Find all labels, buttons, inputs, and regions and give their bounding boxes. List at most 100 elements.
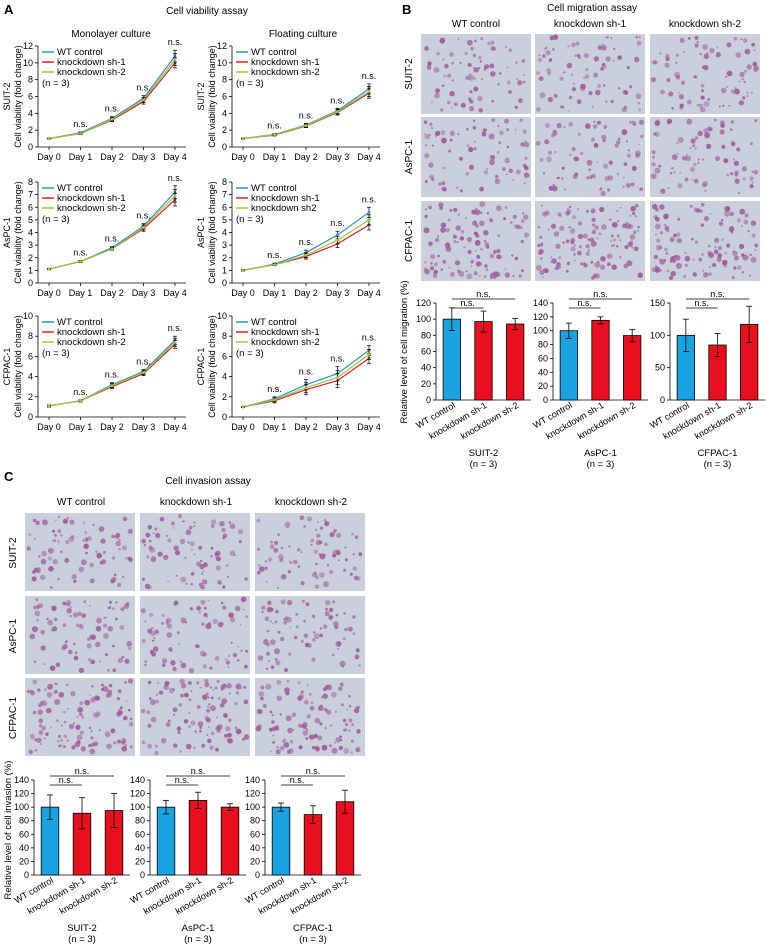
cell-dot [334, 549, 338, 553]
cell-dot [746, 91, 749, 94]
cell-dot [447, 73, 452, 78]
cell-dot [524, 140, 527, 143]
cell-dot [729, 128, 733, 131]
cell-dot [735, 52, 742, 58]
cell-dot [272, 726, 276, 731]
cell-dot [270, 665, 275, 669]
cell-dot [700, 83, 705, 88]
x-tick-label: Day 3 [326, 422, 350, 432]
cell-dot [716, 257, 722, 262]
cell-dot [147, 743, 153, 749]
cell-dot [522, 80, 526, 84]
cell-dot [205, 623, 212, 630]
a-cfpac1-float-row-label: CFPAC-1 [196, 348, 206, 386]
cell-dot [193, 746, 196, 749]
cell-dot [751, 42, 755, 47]
cell-dot [570, 246, 576, 252]
cell-dot [592, 124, 598, 129]
x-tick-label: Day 3 [326, 288, 350, 298]
cell-dot [521, 219, 525, 223]
cell-dot [102, 623, 107, 628]
cell-dot [522, 74, 525, 76]
y-tick-label: 12 [23, 41, 33, 51]
cell-dot [47, 683, 54, 690]
cell-dot [287, 727, 293, 734]
cell-dot [287, 570, 291, 574]
migration-micrograph-r2-c1 [535, 201, 645, 281]
cell-dot [140, 708, 146, 714]
cell-dot [83, 600, 87, 604]
cell-dot [166, 623, 172, 629]
cell-dot [112, 607, 115, 610]
cell-dot [203, 606, 207, 610]
cell-dot [562, 71, 565, 74]
cell-dot [602, 163, 609, 169]
cell-dot [312, 572, 318, 578]
cell-dot [190, 690, 193, 692]
cell-dot [46, 617, 49, 621]
cell-dot [145, 532, 151, 538]
cell-dot [523, 214, 529, 220]
y-tick-label: 120 [416, 298, 431, 308]
cell-dot [298, 694, 304, 700]
cell-dot [516, 224, 521, 230]
cell-dot [617, 87, 621, 90]
cell-dot [616, 234, 620, 238]
cell-dot [336, 641, 342, 646]
cell-dot [714, 245, 717, 249]
cell-dot [187, 541, 190, 544]
cell-dot [180, 693, 184, 698]
cell-dot [89, 562, 94, 568]
cell-dot [109, 600, 112, 604]
cell-dot [62, 601, 66, 606]
cell-dot [260, 696, 264, 701]
cell-dot [286, 679, 290, 683]
cell-dot [54, 699, 61, 705]
cell-dot [515, 169, 521, 175]
migration-micrograph-r2-c0 [421, 201, 531, 281]
cell-dot [631, 165, 637, 171]
legend-entry: knockdown sh-1 [251, 193, 320, 204]
cell-dot [676, 142, 679, 145]
data-point [304, 253, 308, 257]
cell-dot [41, 725, 47, 731]
cell-dot [77, 707, 84, 713]
cell-dot [603, 124, 608, 129]
cell-dot [275, 749, 281, 755]
cell-dot [211, 519, 217, 525]
cell-dot [479, 201, 486, 208]
cell-dot [707, 244, 711, 248]
cell-dot [556, 123, 562, 129]
cell-dot [743, 69, 748, 73]
c-cfpac1-n-label: (n = 3) [299, 934, 327, 945]
cell-dot [701, 89, 704, 93]
cell-dot [329, 744, 332, 748]
cell-dot [573, 253, 576, 256]
panel-c-col-title-sh2: knockdown sh-2 [275, 497, 348, 508]
cell-dot [122, 545, 127, 551]
cell-dot [487, 41, 491, 46]
cell-dot [651, 150, 656, 155]
cell-dot [726, 173, 729, 177]
cell-dot [118, 547, 121, 551]
cell-dot [37, 688, 41, 692]
cell-dot [207, 696, 210, 699]
cell-dot [73, 579, 77, 583]
cell-dot [40, 645, 46, 651]
cell-dot [96, 552, 102, 559]
cell-dot [324, 727, 327, 730]
cell-dot [82, 538, 86, 543]
cell-dot [297, 681, 301, 685]
y-tick-label: 6 [222, 92, 227, 102]
panel-b-col-title-sh2: knockdown sh-2 [669, 19, 742, 30]
cell-dot [701, 158, 705, 161]
y-tick-label: 3 [28, 240, 33, 250]
migration-micrograph-r1-c0-bg [421, 117, 531, 197]
cell-dot [651, 162, 656, 167]
y-tick-label: 140 [533, 298, 548, 308]
cell-dot [598, 232, 602, 236]
cell-dot [101, 683, 104, 687]
cell-dot [546, 68, 552, 74]
cell-dot [222, 533, 228, 539]
cell-dot [468, 146, 474, 153]
